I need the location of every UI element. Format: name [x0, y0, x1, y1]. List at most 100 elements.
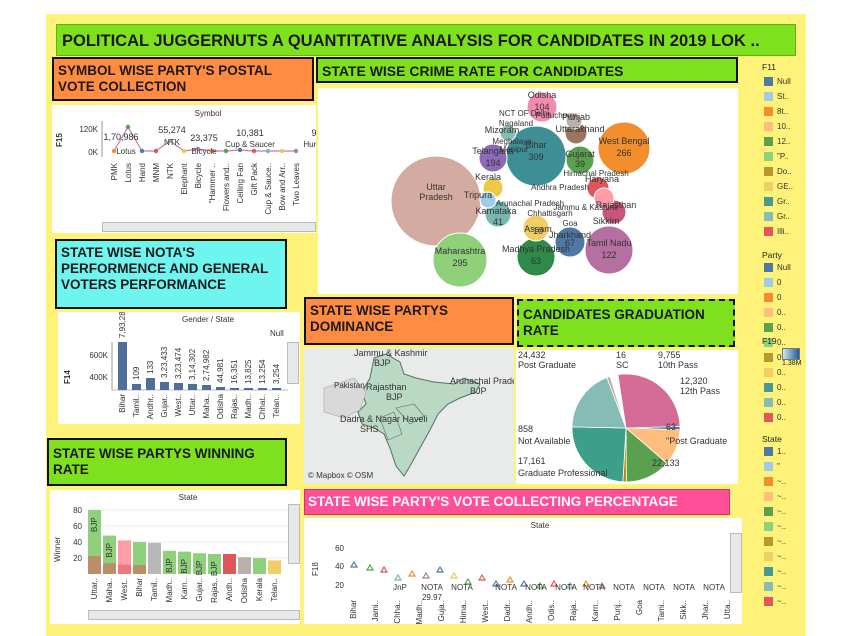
legend-item[interactable]: 0	[764, 277, 781, 287]
vote-point	[505, 575, 515, 583]
pie-value: 16	[616, 350, 626, 360]
postal-category: NTK	[166, 162, 175, 179]
legend-panel: F11 Null St.. 8t.. 10.. 12.. "P.. Do.. GE.. Gr..…	[758, 60, 806, 620]
dominance-map: Pakistan Jammu & Kashmir BJP Rajasthan BJP Ar…	[304, 348, 514, 484]
vote-sub-value: 29.97	[422, 593, 443, 602]
dominance-title: STATE WISE PARTYS DOMINANCE	[304, 297, 514, 345]
vote-category: Jhar..	[701, 600, 710, 620]
legend-item[interactable]: Null	[764, 262, 791, 272]
postal-point-label: Cup & Saucer	[225, 140, 275, 149]
legend-label: 0..	[777, 307, 786, 317]
postal-point	[167, 138, 173, 144]
pie-value: 17,161	[518, 456, 546, 466]
postal-category: Cup & Sauce..	[264, 163, 273, 215]
vote-y-tick: 60	[335, 544, 344, 553]
winning-scrollbar-v[interactable]	[288, 504, 300, 564]
winning-party-label: BJP	[210, 561, 219, 576]
legend-item[interactable]: 0	[764, 292, 781, 302]
legend-swatch	[764, 446, 773, 456]
legend-item[interactable]: Do..	[764, 166, 792, 176]
legend-item[interactable]: Illi..	[764, 226, 789, 236]
postal-category: Flowers and..	[222, 163, 231, 211]
crime-extra-label: Manipur	[500, 145, 529, 154]
pie-label: Not Available	[518, 436, 570, 446]
legend-item[interactable]: 0..	[764, 412, 786, 422]
nota-bar	[244, 388, 253, 390]
vote-point	[581, 579, 591, 587]
legend-item[interactable]: ~..	[764, 596, 786, 606]
legend-item[interactable]: 0..	[764, 307, 786, 317]
nota-value: 3,254	[272, 363, 281, 384]
legend-item[interactable]: 0..	[764, 337, 786, 347]
legend-item[interactable]: 10..	[764, 121, 790, 131]
vote-point-label: NOTA	[421, 583, 443, 592]
vote-point-label: NOTA	[583, 583, 605, 592]
crime-bubble-label: Bihar	[525, 140, 546, 150]
winning-party-label: BJP	[165, 558, 174, 573]
nota-category: Telan..	[272, 394, 281, 418]
legend-item[interactable]: ~..	[764, 536, 786, 546]
legend-item[interactable]: St..	[764, 91, 789, 101]
legend-item[interactable]: ~..	[764, 551, 786, 561]
legend-swatch	[764, 226, 773, 236]
legend-item[interactable]: 12..	[764, 136, 790, 146]
postal-value-label: 55,274	[158, 125, 186, 135]
legend-swatch	[764, 551, 773, 561]
legend-label: 0..	[777, 322, 786, 332]
legend-item[interactable]: 0..	[764, 322, 786, 332]
winning-y-tick: 40	[73, 538, 82, 547]
nota-scrollbar[interactable]	[287, 342, 299, 384]
legend-swatch	[764, 476, 773, 486]
legend-item[interactable]: ~..	[764, 476, 786, 486]
postal-point-label: Hurric	[303, 140, 316, 149]
legend-item[interactable]: 1..	[764, 446, 786, 456]
legend-item[interactable]: GE..	[764, 181, 793, 191]
winning-bar-segment	[103, 563, 116, 574]
nota-chart: Gender / State Null F14 600K 400K 7,93,285 Bih…	[58, 312, 300, 424]
winning-scrollbar-h[interactable]	[88, 610, 300, 620]
winning-category: Bihar	[135, 578, 144, 597]
legend-item[interactable]: "	[764, 461, 780, 471]
legend-swatch	[764, 322, 773, 332]
legend-item[interactable]: 0..	[764, 367, 786, 377]
legend-swatch	[764, 151, 773, 161]
legend-item[interactable]: ~..	[764, 566, 786, 576]
postal-line	[113, 125, 296, 152]
nota-category: Tamil..	[132, 394, 141, 417]
legend-item[interactable]: ~..	[764, 581, 786, 591]
winning-bar	[148, 542, 161, 574]
legend-item[interactable]: ~..	[764, 491, 786, 501]
map-party-label: SHS	[360, 424, 379, 434]
legend-item[interactable]: Null	[764, 76, 791, 86]
legend-swatch	[764, 106, 773, 116]
legend-swatch	[764, 211, 773, 221]
vote-scrollbar[interactable]	[730, 533, 742, 593]
legend-item[interactable]: 0..	[764, 352, 786, 362]
pakistan-shape	[323, 377, 367, 419]
map-state-label: Jammu & Kashmir	[354, 348, 428, 358]
legend-item[interactable]: 8t..	[764, 106, 788, 116]
legend-item[interactable]: 0..	[764, 382, 786, 392]
legend-item[interactable]: 0..	[764, 397, 786, 407]
vote-category: Punj..	[613, 600, 622, 620]
legend-item[interactable]: "P..	[764, 151, 789, 161]
legend-state-title: State	[762, 434, 782, 444]
legend-swatch	[764, 181, 773, 191]
legend-swatch	[764, 166, 773, 176]
vote-point-label: NOTA	[525, 583, 547, 592]
nota-value: 3,14,302	[188, 348, 197, 380]
legend-item[interactable]: ~..	[764, 506, 786, 516]
legend-label: 0..	[777, 353, 786, 362]
vote-category: Andh..	[525, 600, 534, 623]
legend-label: 0	[777, 277, 782, 287]
nota-y-tick: 600K	[89, 351, 108, 360]
postal-scrollbar[interactable]	[102, 222, 316, 232]
vote-point	[393, 573, 403, 581]
map-state-label: Rajasthan	[366, 382, 407, 392]
crime-bubble-value: 10	[533, 226, 543, 236]
legend-item[interactable]: ~..	[764, 521, 786, 531]
crime-bubble-value: 63	[531, 256, 541, 266]
legend-item[interactable]: Gr..	[764, 196, 790, 206]
legend-item[interactable]: Gr..	[764, 211, 790, 221]
vote-point-label: NOTA	[555, 583, 577, 592]
